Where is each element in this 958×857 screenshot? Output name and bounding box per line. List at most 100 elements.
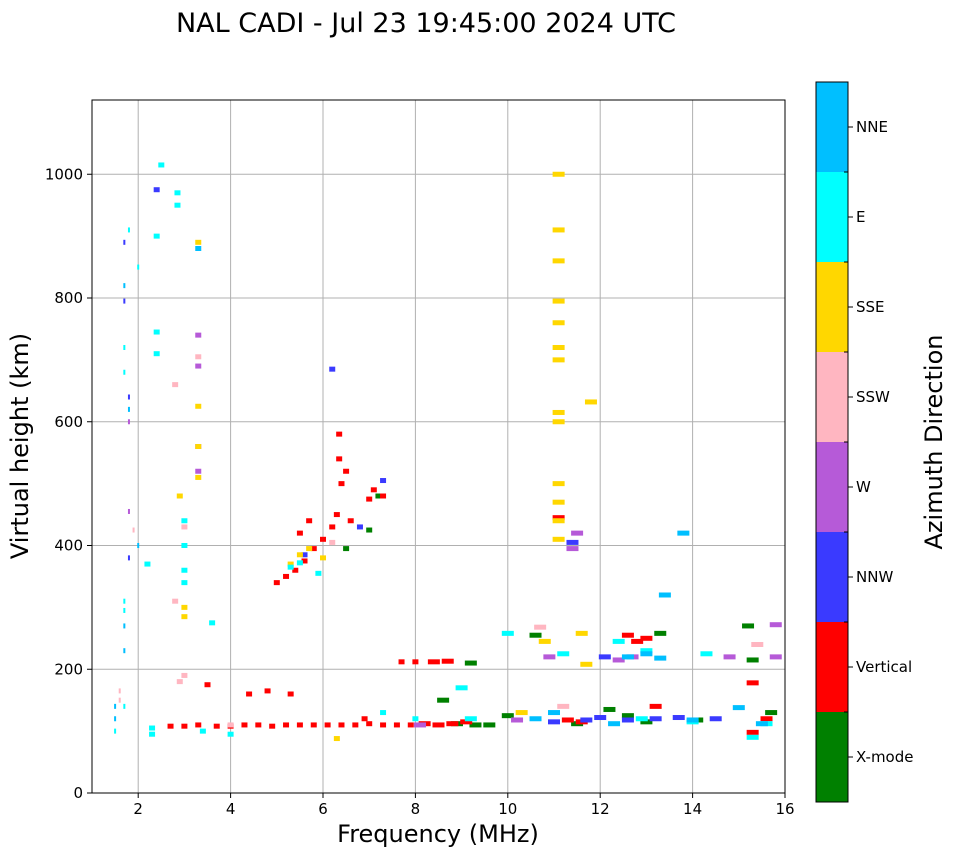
data-point [677,530,690,536]
x-tick-label: 16 [775,800,794,818]
data-point [227,722,234,728]
data-point [380,478,387,484]
data-point [584,399,597,405]
colorbar-tick-label: Vertical [856,658,912,676]
data-point [181,567,188,573]
data-point [310,722,317,728]
data-point [649,716,662,722]
x-tick-label: 4 [226,800,236,818]
data-point [575,630,588,636]
data-point [153,329,160,335]
data-point [172,598,179,604]
series-nne [114,246,768,727]
data-point [204,682,211,688]
data-point [370,487,377,493]
data-point [329,539,336,545]
y-axis-ticks: 0 200 400 600 800 1000 [45,165,92,802]
data-point [361,716,368,722]
data-point [310,546,317,552]
data-point [700,651,713,657]
data-point [594,715,607,721]
data-point [534,624,547,630]
data-point [195,332,202,338]
data-point [412,716,419,722]
data-point [580,661,593,667]
colorbar-swatch [816,442,848,532]
plot-area-frame [91,99,786,794]
data-point [158,162,165,168]
data-point [287,561,294,567]
colorbar-tick-label: X-mode [856,748,913,766]
data-point [640,635,653,641]
data-point [746,729,759,735]
data-point [760,716,773,722]
data-point [742,623,755,629]
series-vertical [167,431,773,735]
data-point [552,515,565,521]
data-marks [114,162,782,742]
series-nnw [123,187,722,725]
data-point [658,592,671,598]
data-point [195,722,202,728]
data-point [621,713,634,719]
data-point [455,685,468,691]
chart-title: NAL CADI - Jul 23 19:45:00 2024 UTC [176,8,676,39]
data-point [552,298,565,304]
data-point [174,202,181,208]
data-point [324,722,331,728]
data-point [552,419,565,425]
data-point [347,518,354,524]
data-point [296,530,303,536]
data-point [123,607,126,613]
data-point [446,721,459,727]
data-point [336,456,343,462]
data-point [366,527,373,533]
series-w [127,332,782,728]
data-point [380,722,387,728]
series-ssw [118,354,764,728]
data-point [181,614,188,620]
x-tick-label: 12 [591,800,610,818]
data-point [552,481,565,487]
series-x-mode [343,493,778,728]
data-point [352,722,359,728]
data-point [548,719,560,725]
data-point [127,419,130,425]
data-point [320,555,326,561]
data-point [273,580,280,586]
data-point [118,697,121,703]
data-point [181,723,188,729]
data-point [375,493,382,499]
data-point [333,512,340,518]
data-point [301,558,308,564]
data-point [195,444,202,449]
data-point [343,468,350,474]
data-point [557,651,570,657]
y-tick-label: 1000 [45,165,83,183]
data-point [548,710,560,716]
data-point [137,543,140,548]
data-point [264,688,271,694]
data-point [181,672,188,678]
colorbar-swatch [816,82,848,172]
data-point [195,403,202,409]
data-point [746,680,759,686]
data-point [393,722,400,728]
data-point [114,716,117,722]
data-point [366,721,373,727]
data-point [640,719,653,725]
data-point [320,536,326,542]
colorbar-swatch [816,712,848,802]
colorbar-tick-label: W [856,478,871,496]
data-point [176,679,183,685]
data-point [343,546,350,552]
data-point [561,717,574,723]
data-point [412,659,419,665]
colorbar: X-mode Vertical NNW W SSW SSE E NNE [815,81,913,803]
colorbar-swatch [816,262,848,352]
data-point [483,722,496,728]
colorbar-swatch [816,172,848,262]
data-point [123,345,126,350]
data-point [306,518,313,524]
